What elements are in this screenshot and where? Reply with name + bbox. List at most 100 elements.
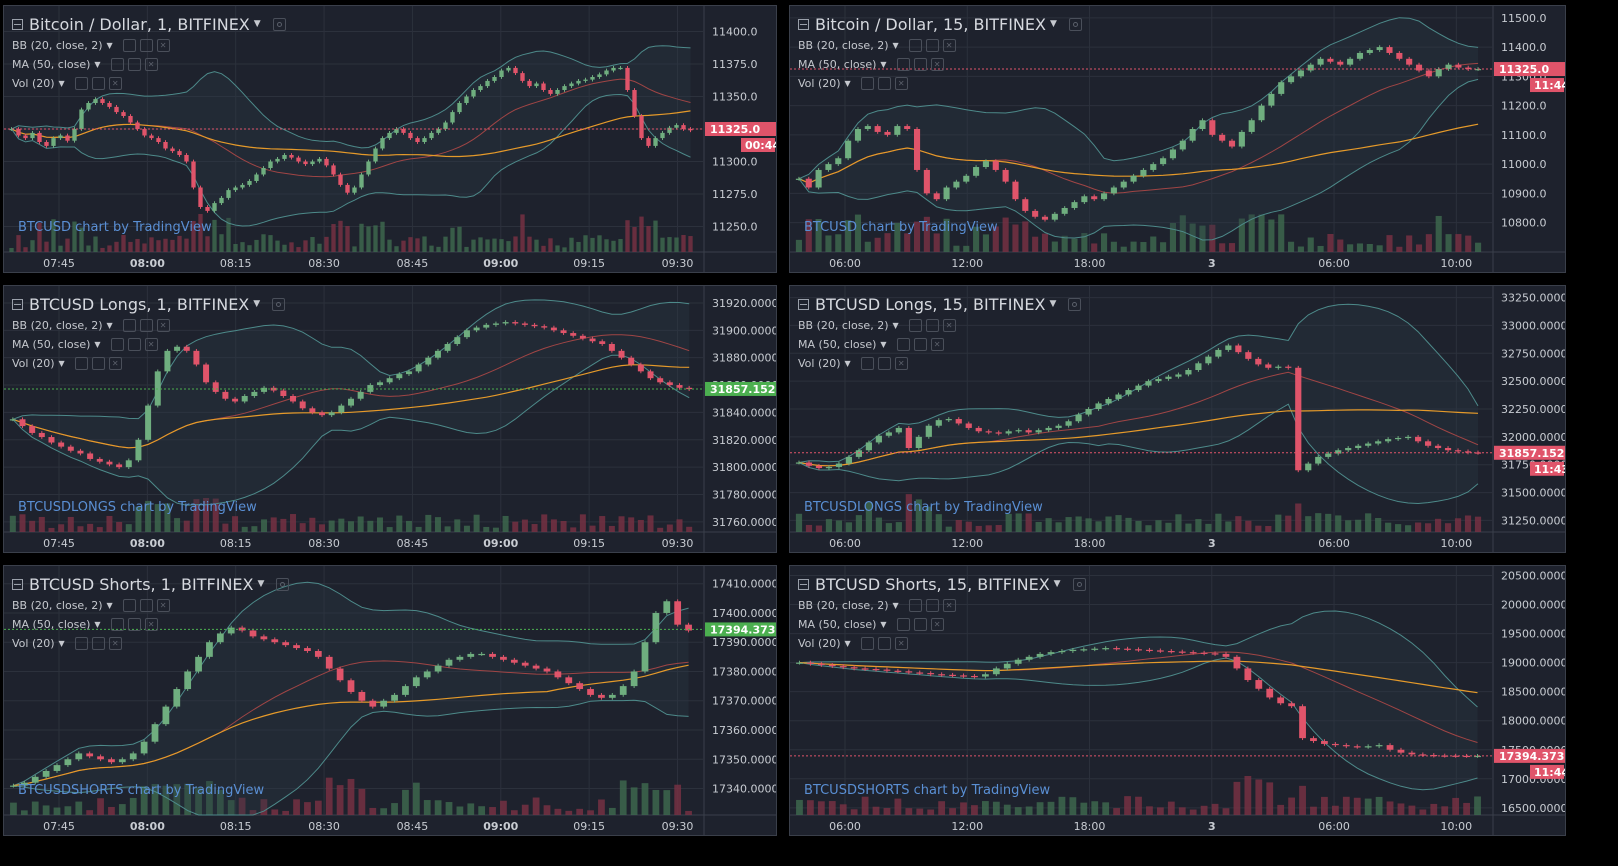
- chart-panel-p6[interactable]: 20500.0000 20000.0000 19500.0000 19000.0000…: [789, 565, 1566, 836]
- dropdown-caret-icon[interactable]: ▼: [880, 340, 887, 349]
- indicator-label[interactable]: MA (50, close): [798, 58, 877, 71]
- chart-title[interactable]: Bitcoin / Dollar, 1, BITFINEX: [29, 14, 250, 34]
- indicator-label[interactable]: BB (20, close, 2): [12, 599, 103, 612]
- eye-icon[interactable]: [74, 77, 88, 90]
- settings-icon[interactable]: [1072, 577, 1086, 591]
- dropdown-caret-icon[interactable]: ▼: [844, 359, 851, 368]
- indicator-label[interactable]: Vol (20): [12, 77, 55, 90]
- gear-icon[interactable]: [91, 637, 105, 650]
- close-icon[interactable]: ✕: [942, 599, 956, 612]
- chart-watermark[interactable]: BTCUSDLONGS chart by TradingView: [804, 500, 1043, 515]
- collapse-icon[interactable]: [12, 298, 23, 310]
- collapse-icon[interactable]: [12, 18, 23, 30]
- gear-icon[interactable]: [925, 599, 939, 612]
- dropdown-caret-icon[interactable]: ▼: [94, 620, 101, 629]
- indicator-label[interactable]: MA (50, close): [798, 618, 877, 631]
- dropdown-caret-icon[interactable]: ▼: [58, 359, 65, 368]
- dropdown-caret-icon[interactable]: ▼: [106, 41, 113, 50]
- chart-canvas[interactable]: 11400.0 11375.0 11350.0 11325.0 11300.0 11275…: [4, 6, 777, 273]
- gear-icon[interactable]: [925, 319, 939, 332]
- collapse-icon[interactable]: [12, 578, 23, 590]
- eye-icon[interactable]: [860, 637, 874, 650]
- chart-canvas[interactable]: 20500.0000 20000.0000 19500.0000 19000.0000…: [790, 566, 1566, 836]
- eye-icon[interactable]: [74, 357, 88, 370]
- dropdown-caret-icon[interactable]: ▼: [844, 639, 851, 648]
- eye-icon[interactable]: [860, 357, 874, 370]
- indicator-label[interactable]: BB (20, close, 2): [798, 39, 889, 52]
- indicator-label[interactable]: BB (20, close, 2): [12, 319, 103, 332]
- close-icon[interactable]: ✕: [144, 618, 158, 631]
- close-icon[interactable]: ✕: [930, 338, 944, 351]
- dropdown-caret-icon[interactable]: ▼: [1053, 579, 1061, 589]
- dropdown-caret-icon[interactable]: ▼: [880, 620, 887, 629]
- close-icon[interactable]: ✕: [156, 39, 170, 52]
- settings-icon[interactable]: [272, 17, 286, 31]
- dropdown-caret-icon[interactable]: ▼: [106, 601, 113, 610]
- indicator-label[interactable]: Vol (20): [12, 357, 55, 370]
- settings-icon[interactable]: [1068, 297, 1082, 311]
- eye-icon[interactable]: [896, 618, 910, 631]
- chart-panel-p5[interactable]: 17410.0000 17400.0000 17390.0000 17380.0000…: [3, 565, 777, 836]
- indicator-label[interactable]: Vol (20): [798, 357, 841, 370]
- dropdown-caret-icon[interactable]: ▼: [892, 601, 899, 610]
- eye-icon[interactable]: [110, 58, 124, 71]
- eye-icon[interactable]: [74, 637, 88, 650]
- collapse-icon[interactable]: [798, 578, 809, 590]
- chart-title[interactable]: BTCUSD Shorts, 1, BITFINEX: [29, 574, 254, 594]
- indicator-label[interactable]: MA (50, close): [12, 58, 91, 71]
- gear-icon[interactable]: [139, 599, 153, 612]
- close-icon[interactable]: ✕: [894, 637, 908, 650]
- close-icon[interactable]: ✕: [108, 77, 122, 90]
- dropdown-caret-icon[interactable]: ▼: [94, 60, 101, 69]
- close-icon[interactable]: ✕: [942, 319, 956, 332]
- close-icon[interactable]: ✕: [144, 338, 158, 351]
- indicator-label[interactable]: Vol (20): [798, 637, 841, 650]
- gear-icon[interactable]: [139, 319, 153, 332]
- dropdown-caret-icon[interactable]: ▼: [1049, 19, 1057, 29]
- dropdown-caret-icon[interactable]: ▼: [844, 79, 851, 88]
- eye-icon[interactable]: [896, 338, 910, 351]
- chart-watermark[interactable]: BTCUSDSHORTS chart by TradingView: [804, 783, 1051, 798]
- close-icon[interactable]: ✕: [930, 618, 944, 631]
- eye-icon[interactable]: [122, 599, 136, 612]
- eye-icon[interactable]: [122, 319, 136, 332]
- gear-icon[interactable]: [925, 39, 939, 52]
- eye-icon[interactable]: [860, 77, 874, 90]
- gear-icon[interactable]: [913, 338, 927, 351]
- settings-icon[interactable]: [276, 577, 290, 591]
- chart-watermark[interactable]: BTCUSDLONGS chart by TradingView: [18, 500, 257, 515]
- indicator-label[interactable]: BB (20, close, 2): [12, 39, 103, 52]
- chart-title[interactable]: BTCUSD Longs, 1, BITFINEX: [29, 294, 250, 314]
- chart-panel-p2[interactable]: 11500.0 11400.0 11300.0 11200.0 11100.0 11000…: [789, 5, 1566, 273]
- chart-canvas[interactable]: 33250.0000 33000.0000 32750.0000 32500.0000…: [790, 286, 1566, 553]
- chart-panel-p3[interactable]: 31920.000031900.000031880.000031860.0000…: [3, 285, 777, 553]
- eye-icon[interactable]: [896, 58, 910, 71]
- dropdown-caret-icon[interactable]: ▼: [892, 41, 899, 50]
- indicator-label[interactable]: MA (50, close): [12, 338, 91, 351]
- settings-icon[interactable]: [1068, 17, 1082, 31]
- collapse-icon[interactable]: [798, 18, 809, 30]
- dropdown-caret-icon[interactable]: ▼: [1049, 299, 1057, 309]
- indicator-label[interactable]: Vol (20): [12, 637, 55, 650]
- chart-panel-p4[interactable]: 33250.0000 33000.0000 32750.0000 32500.0000…: [789, 285, 1566, 553]
- dropdown-caret-icon[interactable]: ▼: [106, 321, 113, 330]
- gear-icon[interactable]: [877, 77, 891, 90]
- chart-canvas[interactable]: 11500.011400.011300.011200.011100.011000…: [790, 6, 1566, 273]
- chart-canvas[interactable]: 31920.000031900.000031880.000031860.0000…: [4, 286, 777, 553]
- dropdown-caret-icon[interactable]: ▼: [94, 340, 101, 349]
- eye-icon[interactable]: [908, 319, 922, 332]
- chart-title[interactable]: BTCUSD Longs, 15, BITFINEX: [815, 294, 1046, 314]
- chart-canvas[interactable]: 17410.0000 17400.0000 17390.0000 17380.0000…: [4, 566, 777, 836]
- close-icon[interactable]: ✕: [930, 58, 944, 71]
- gear-icon[interactable]: [913, 58, 927, 71]
- eye-icon[interactable]: [908, 599, 922, 612]
- indicator-label[interactable]: MA (50, close): [798, 338, 877, 351]
- eye-icon[interactable]: [122, 39, 136, 52]
- gear-icon[interactable]: [127, 58, 141, 71]
- dropdown-caret-icon[interactable]: ▼: [58, 79, 65, 88]
- collapse-icon[interactable]: [798, 298, 809, 310]
- gear-icon[interactable]: [127, 618, 141, 631]
- indicator-label[interactable]: MA (50, close): [12, 618, 91, 631]
- gear-icon[interactable]: [139, 39, 153, 52]
- gear-icon[interactable]: [127, 338, 141, 351]
